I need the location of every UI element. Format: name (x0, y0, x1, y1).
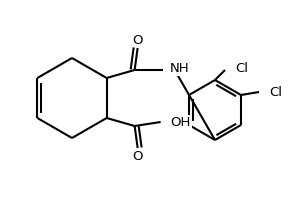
Text: OH: OH (171, 115, 191, 129)
Text: O: O (132, 149, 143, 163)
Text: Cl: Cl (235, 62, 248, 74)
Text: NH: NH (170, 63, 189, 75)
Text: Cl: Cl (269, 86, 282, 98)
Text: O: O (132, 33, 143, 47)
